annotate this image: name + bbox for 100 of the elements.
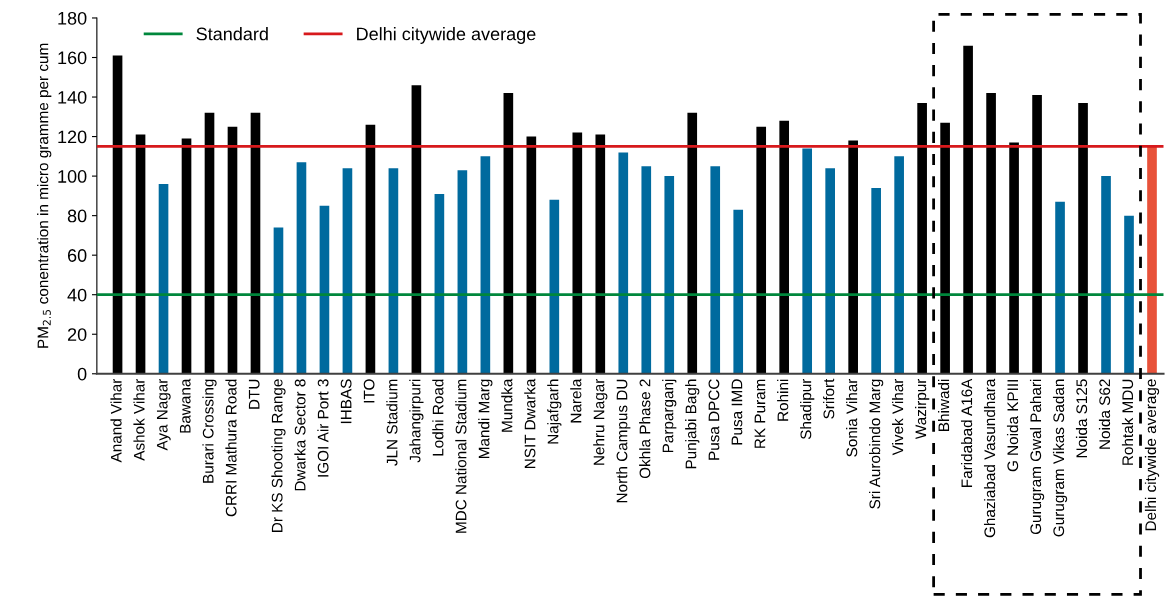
x-tick-label: JLN Stadium <box>386 379 398 466</box>
x-tick-label: Pusa DPCC <box>708 379 720 460</box>
bar <box>296 162 307 374</box>
bar <box>1032 95 1042 374</box>
x-tick-label: IGOI Air Port 3 <box>317 379 329 477</box>
y-tick-label: 80 <box>67 209 87 223</box>
bar <box>618 152 629 374</box>
x-tick-label: Parparganj <box>662 379 677 453</box>
bar <box>664 176 675 374</box>
x-tick-label: Bawana <box>179 378 191 433</box>
x-tick-label: Najafgarh <box>547 379 562 444</box>
x-tick-label: Narela <box>570 378 582 423</box>
x-tick-label: Mundka <box>501 378 513 432</box>
bar <box>181 138 192 374</box>
y-axis-title: PM$_{2.5}$ conentration in micro gramme per cum <box>37 43 52 348</box>
y-tick-label: 20 <box>67 328 87 341</box>
bar <box>227 126 238 374</box>
y-tick-label: 60 <box>67 249 87 262</box>
x-tick-label: Gurugram Vikas Sadan <box>1052 379 1068 537</box>
bar <box>779 120 790 374</box>
y-tick-label: 160 <box>58 51 87 65</box>
x-tick-label: IHBAS <box>340 379 352 424</box>
bar <box>802 148 813 374</box>
y-tick-label: 120 <box>58 130 87 144</box>
bar <box>917 102 927 374</box>
x-tick-label: Sri Aurobindo Marg <box>869 379 884 509</box>
x-tick-label: Anand Vihar <box>110 378 122 463</box>
bar <box>756 126 767 374</box>
bar <box>434 193 445 374</box>
bar <box>250 112 261 374</box>
x-tick-label: Wazirpur <box>915 378 930 440</box>
x-tick-label: DTU <box>248 379 260 409</box>
bar <box>1055 201 1065 374</box>
y-tick-label: 140 <box>58 90 87 104</box>
x-tick-label: MDC National Stadium <box>455 379 467 533</box>
y-tick-label: 100 <box>58 170 87 183</box>
x-tick-label: G Noida KPIII <box>1006 380 1019 472</box>
bar <box>733 209 744 374</box>
bar <box>1101 176 1111 374</box>
bar <box>595 134 606 374</box>
x-tick-label: Okhla Phase 2 <box>639 379 651 479</box>
y-tick-label: 40 <box>67 288 87 302</box>
x-tick-label: RK Puram <box>754 379 766 448</box>
bar <box>1009 142 1019 374</box>
x-tick-label: Ashok Vihar <box>133 378 145 461</box>
legend-label: Delhi citywide average <box>357 27 536 44</box>
bar <box>1124 215 1134 374</box>
x-tick-label: Pusa IMD <box>731 379 743 445</box>
bar <box>710 166 721 374</box>
x-tick-label: Aya Nagar <box>156 378 171 451</box>
bar <box>963 45 973 374</box>
x-tick-label: Rohtak MDU <box>1121 379 1134 465</box>
bar <box>388 168 399 374</box>
x-tick-label: Sonia Vihar <box>846 378 858 457</box>
bar <box>549 199 560 374</box>
bar <box>342 168 353 374</box>
x-tick-label: Burari Crossing <box>202 379 217 483</box>
legend-label: Standard <box>196 27 268 41</box>
x-tick-label: Vivek Vihar <box>892 378 904 456</box>
bar <box>457 170 468 374</box>
x-tick-label: Nehru Nagar <box>593 378 608 465</box>
x-tick-label: Noida S62 <box>1098 379 1111 449</box>
bar <box>940 122 950 374</box>
bar <box>526 136 537 374</box>
bar <box>503 93 514 374</box>
x-tick-label: Noida S125 <box>1075 379 1088 458</box>
x-tick-label: Mandi Marg <box>478 379 493 459</box>
bar <box>204 112 215 374</box>
bar <box>871 187 881 374</box>
bar <box>825 168 835 374</box>
bar <box>1078 102 1088 374</box>
x-tick-label: North Campus DU <box>616 379 631 503</box>
bar <box>273 227 284 374</box>
bar <box>365 124 376 374</box>
x-tick-label: Faridabad A16A <box>960 378 973 487</box>
bar <box>411 85 422 374</box>
bar <box>135 134 146 374</box>
x-tick-label: NSIT Dwarka <box>524 378 536 468</box>
x-tick-label: ITO <box>363 379 375 403</box>
y-tick-label: 0 <box>77 367 87 381</box>
x-tick-label: Dwarka Sector 8 <box>294 379 306 491</box>
bar <box>894 156 904 374</box>
bar <box>158 184 169 374</box>
x-tick-label: Rohini <box>777 379 789 421</box>
x-tick-label: CRRI Mathura Road <box>225 379 237 517</box>
bar <box>319 205 330 374</box>
y-tick-label: 180 <box>58 11 87 25</box>
x-tick-label: Delhi citywide average <box>1144 379 1160 531</box>
bar <box>1147 146 1157 374</box>
x-tick-label: Jahangirpuri <box>409 379 424 463</box>
bar <box>112 55 123 374</box>
bar <box>986 93 996 374</box>
bar <box>480 156 491 374</box>
bar <box>572 132 583 374</box>
x-tick-label: Bhiwadi <box>937 379 950 431</box>
bar <box>687 112 698 374</box>
bar <box>641 166 652 374</box>
x-tick-label: Ghaziabad Vasundhara <box>983 378 996 538</box>
x-tick-label: Dr KS Shooting Range <box>271 379 286 532</box>
x-tick-label: Shadipur <box>800 378 815 440</box>
